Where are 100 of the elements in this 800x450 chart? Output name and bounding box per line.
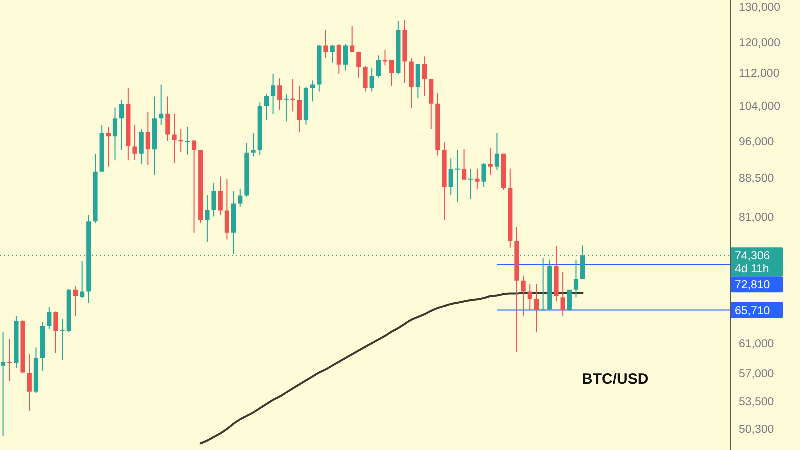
candlestick <box>185 127 190 155</box>
candlestick <box>521 276 526 316</box>
candlestick <box>416 64 420 98</box>
line-series <box>200 292 584 445</box>
candlestick <box>126 88 131 161</box>
candlestick <box>290 79 296 112</box>
y-tick-label: 104,000 <box>739 101 781 114</box>
candlestick <box>73 286 78 316</box>
ref-line-label: 74,306 <box>735 250 770 263</box>
y-tick-label: 50,300 <box>739 424 774 436</box>
candlestick <box>284 94 289 122</box>
y-tick-label: 61,000 <box>739 338 774 350</box>
candlestick <box>192 140 197 233</box>
candlestick <box>146 112 150 166</box>
candlestick <box>324 30 328 58</box>
candlestick <box>475 168 480 190</box>
candlestick <box>560 272 566 316</box>
candlestick <box>501 154 506 190</box>
candlestick <box>343 44 348 71</box>
candlestick <box>422 56 428 96</box>
candlestick <box>258 102 262 155</box>
y-tick-label: 88,500 <box>739 172 774 185</box>
candlestick <box>212 183 216 217</box>
ref-line-label: 72,810 <box>735 280 770 292</box>
candlestick <box>166 96 170 142</box>
candlestick <box>548 260 552 310</box>
candlestick <box>356 52 362 78</box>
candlestick <box>455 150 460 203</box>
candlestick <box>541 258 546 311</box>
candlestick <box>238 189 243 207</box>
candlestick <box>14 316 19 368</box>
candlestick <box>382 50 388 66</box>
candlestick <box>159 84 164 126</box>
candlestick <box>27 354 32 411</box>
candlestick <box>442 142 447 220</box>
candlestick <box>251 133 256 157</box>
candlestick <box>100 125 104 172</box>
candlestick <box>120 100 124 151</box>
candlestick <box>218 176 223 216</box>
candlestick <box>34 348 39 394</box>
candlestick <box>132 125 138 160</box>
candlestick <box>112 108 118 161</box>
candlestick <box>567 290 572 312</box>
candlestick <box>310 80 316 102</box>
candlestick <box>264 94 270 120</box>
candlestick <box>244 144 250 197</box>
candlestick <box>172 114 177 164</box>
candlestick <box>317 45 322 92</box>
candlestick <box>297 86 302 132</box>
candlestick <box>106 128 111 167</box>
candlestick <box>152 96 158 176</box>
candlestick <box>534 284 540 333</box>
candlestick <box>80 261 85 298</box>
y-tick-label: 120,000 <box>739 37 781 50</box>
candlestick <box>396 21 401 75</box>
candlestick <box>40 322 46 372</box>
candlestick <box>448 158 454 196</box>
candlestick <box>330 45 335 64</box>
candlestick <box>224 178 230 240</box>
candlestick <box>270 74 276 114</box>
candlestick <box>376 56 381 78</box>
candlestick <box>139 129 144 164</box>
y-tick-label: 53,500 <box>739 396 774 409</box>
candlestick <box>528 284 532 310</box>
candlestick <box>409 58 414 108</box>
candlestick <box>93 154 98 224</box>
candlestick <box>47 306 52 330</box>
candlestick <box>198 150 204 224</box>
candlestick <box>402 20 408 84</box>
candlestick <box>336 44 342 74</box>
candlestick <box>66 289 72 333</box>
candlestick <box>278 78 282 110</box>
candlestick <box>370 68 374 92</box>
candlestick <box>178 129 184 152</box>
y-tick-label: 96,000 <box>739 136 774 149</box>
candlestick <box>462 149 467 180</box>
candlestick <box>494 133 500 170</box>
candlestick <box>54 312 58 353</box>
y-tick-label: 130,000 <box>739 2 781 14</box>
candlestick <box>574 260 579 298</box>
candlestick <box>205 195 210 242</box>
y-tick-label: 81,000 <box>739 212 774 224</box>
candlestick <box>60 319 65 360</box>
candlestick <box>20 320 26 374</box>
text: 4d 11h <box>735 264 770 276</box>
text: BTC/USD <box>582 371 649 388</box>
candlestick <box>508 168 513 248</box>
candlestick <box>488 148 493 176</box>
candlestick <box>304 87 309 125</box>
candlestick <box>350 26 355 53</box>
candlestick <box>436 92 440 156</box>
candlestick <box>468 168 474 200</box>
candlestick <box>0 332 6 436</box>
candlestick <box>482 163 486 187</box>
candlestick <box>390 60 394 86</box>
candlestick <box>514 227 520 352</box>
y-tick-label: 112,000 <box>739 68 780 80</box>
candlestick <box>363 66 368 92</box>
candlestick <box>8 339 12 382</box>
ref-line-label: 65,710 <box>735 305 770 318</box>
